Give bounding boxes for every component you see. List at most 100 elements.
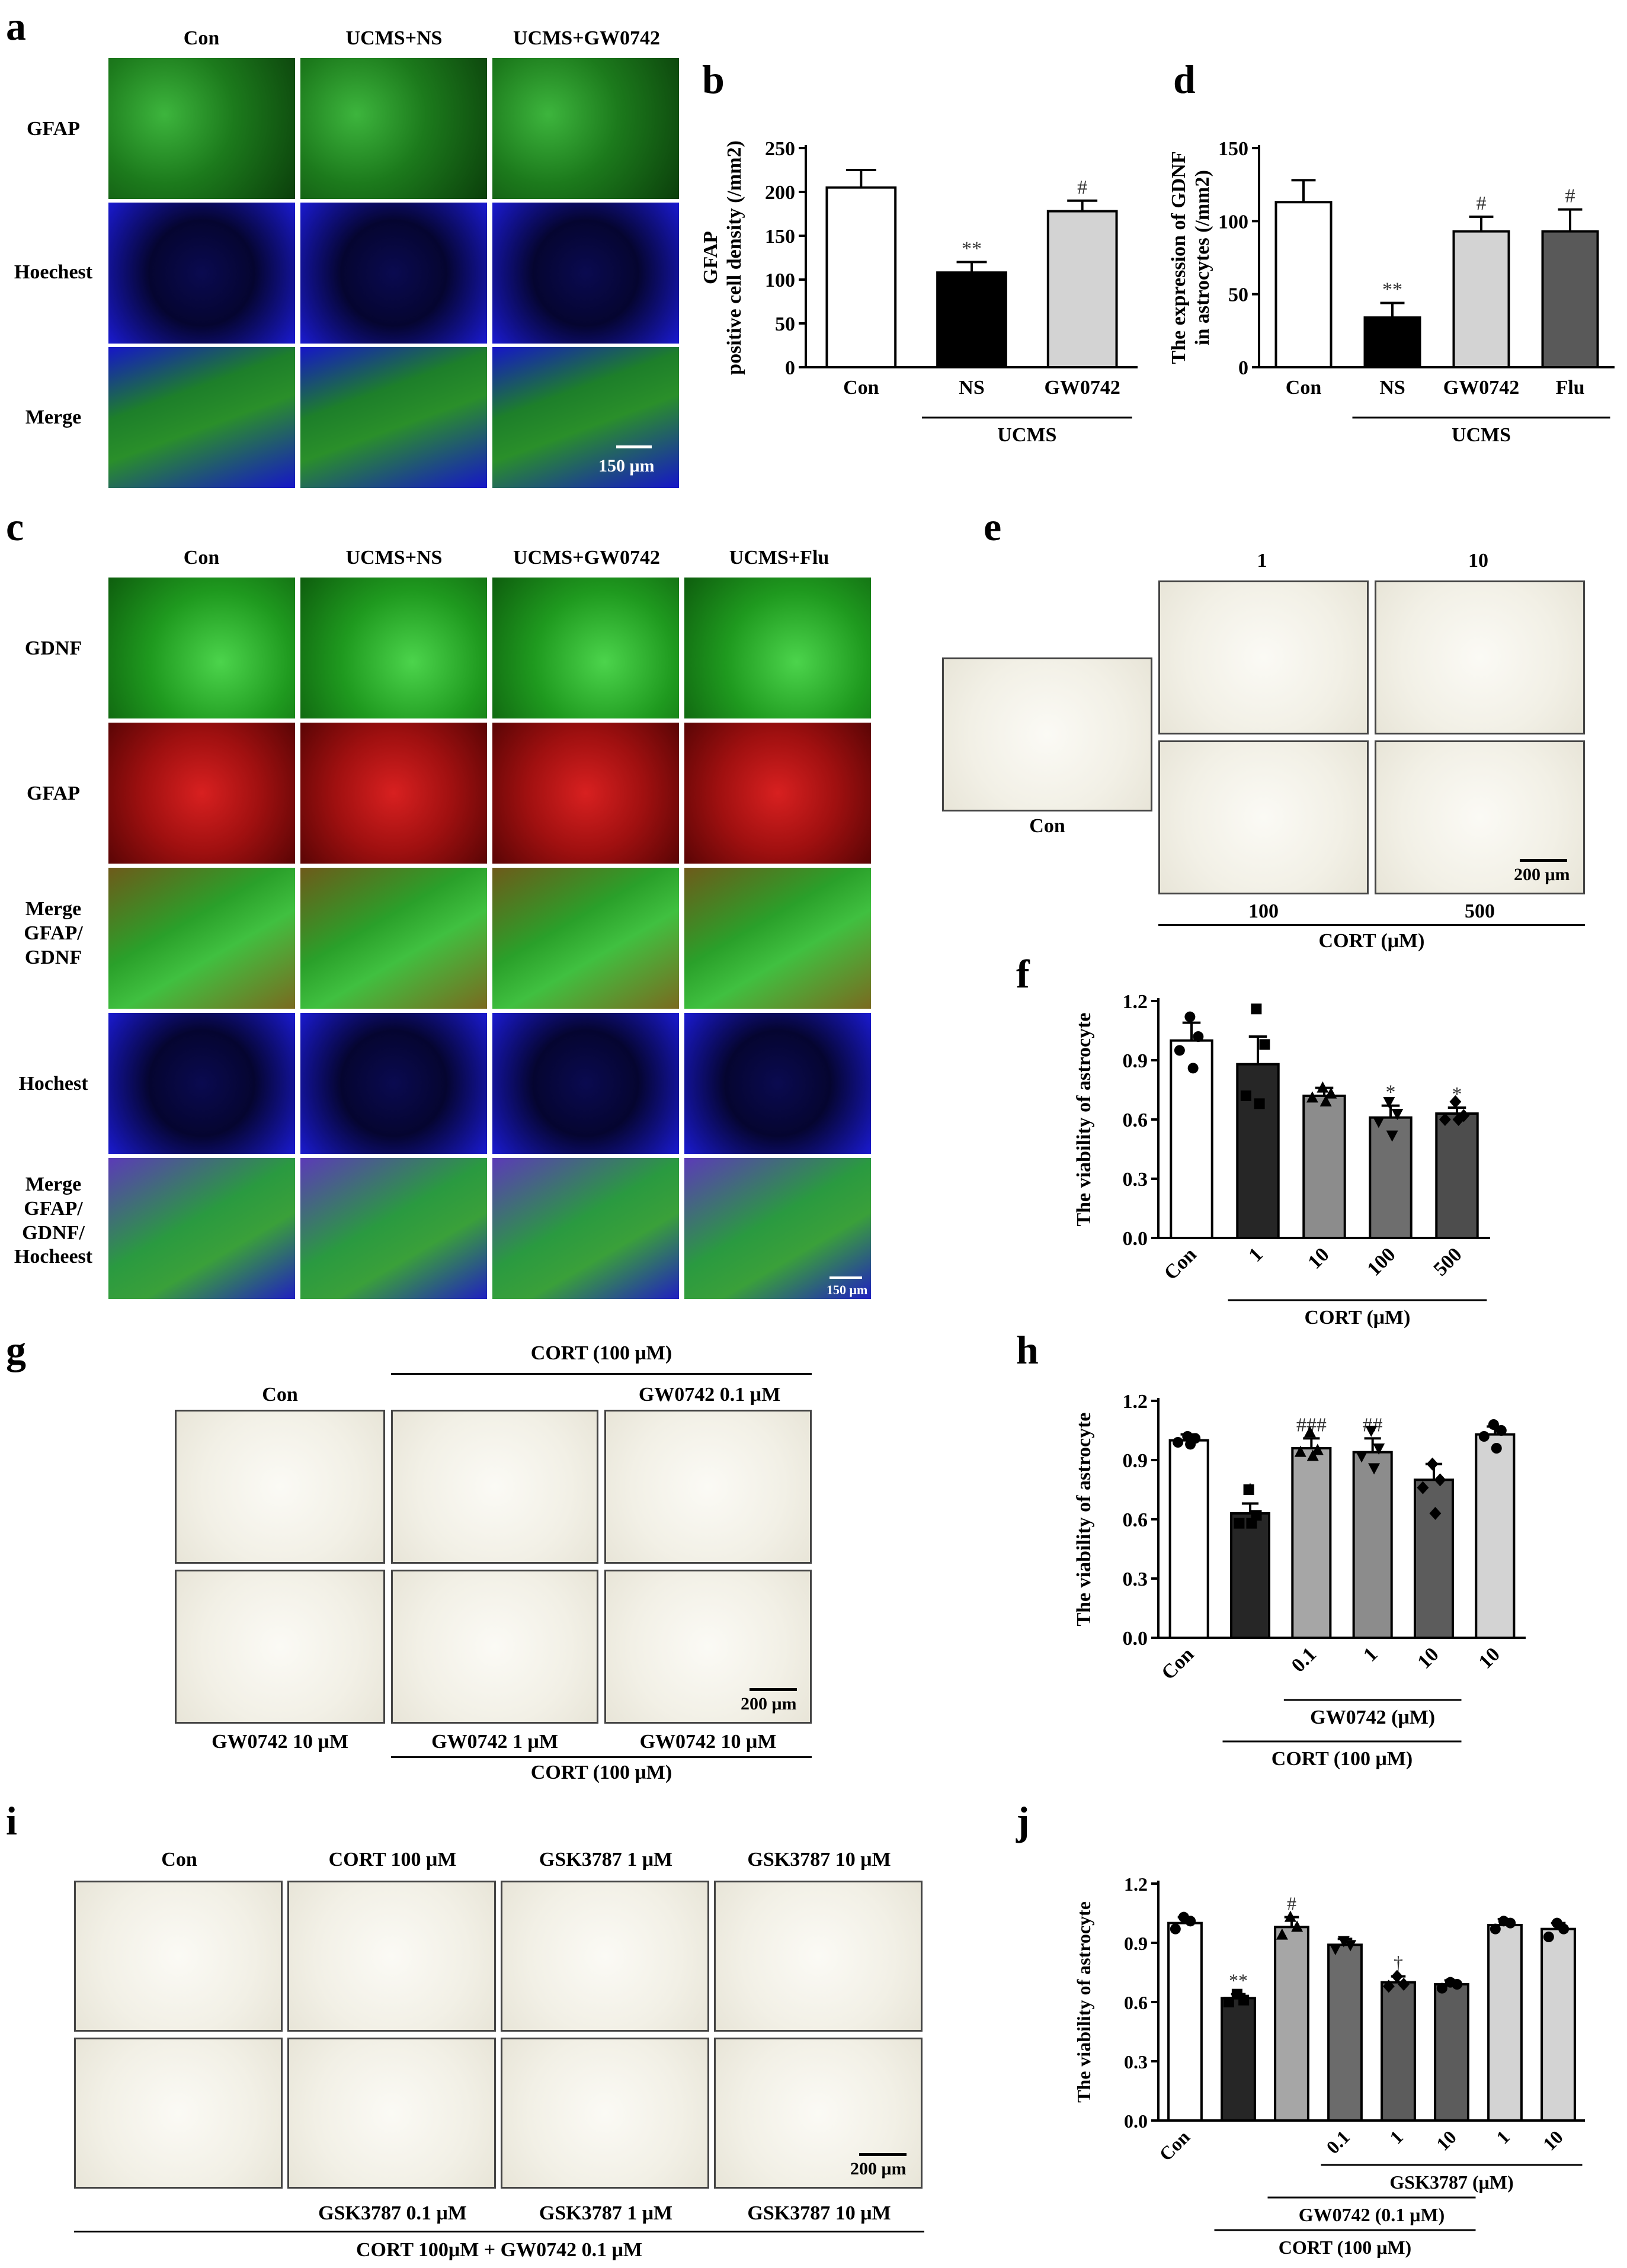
tile-label: GSK3787 1 μM bbox=[539, 2202, 673, 2224]
x-tick-label: 1 bbox=[1244, 1243, 1267, 1266]
data-point bbox=[1251, 1003, 1262, 1015]
col-header: UCMS+Flu bbox=[729, 547, 829, 569]
tile-label: GSK3787 10 μM bbox=[747, 2202, 891, 2224]
micrograph-tile bbox=[108, 723, 295, 864]
data-point bbox=[1238, 1994, 1250, 2006]
col-header: 10 bbox=[1468, 550, 1488, 572]
y-axis-label: The viability of astrocyte bbox=[1073, 1901, 1094, 2103]
x-tick-label: 1 bbox=[1385, 2126, 1407, 2148]
y-axis-label-group: The expression of GDNF in astrocytes (/mm… bbox=[1170, 151, 1213, 364]
brightfield-tile bbox=[942, 657, 1152, 811]
y-tick-label: 0.3 bbox=[1123, 1568, 1148, 1590]
data-point bbox=[1246, 1518, 1257, 1529]
data-point bbox=[1372, 1117, 1385, 1128]
y-tick-label: 1.2 bbox=[1124, 1874, 1148, 1895]
data-point bbox=[1434, 1473, 1446, 1487]
bar bbox=[1221, 1997, 1256, 2122]
bar bbox=[1381, 1981, 1416, 2122]
scale-bar bbox=[829, 1276, 862, 1279]
y-tick-label: 0.9 bbox=[1123, 1450, 1148, 1472]
data-point bbox=[1329, 1944, 1341, 1955]
data-point bbox=[1170, 1923, 1181, 1935]
y-tick-label: 200 bbox=[765, 182, 795, 204]
data-point bbox=[1426, 1457, 1439, 1471]
data-point bbox=[1449, 1095, 1462, 1108]
data-point bbox=[1337, 1936, 1350, 1948]
x-tick-label: 10 bbox=[1475, 1643, 1504, 1673]
scale-bar-label: 200 μm bbox=[741, 1694, 797, 1714]
micrograph-tile bbox=[684, 578, 871, 718]
chart-d: The expression of GDNF in astrocytes (/mm… bbox=[1170, 138, 1615, 446]
brightfield-tile bbox=[287, 2038, 496, 2189]
col-header: Con bbox=[183, 27, 220, 49]
scale-bar bbox=[859, 2153, 907, 2156]
micrograph-tile bbox=[300, 1013, 487, 1154]
tile-label: GW0742 0.1 μM bbox=[638, 1384, 781, 1406]
col-header: Con bbox=[161, 1849, 197, 1871]
bar bbox=[1487, 1924, 1523, 2122]
data-point bbox=[1259, 1039, 1270, 1050]
data-point bbox=[1243, 1484, 1254, 1495]
scale-bar-label: 150 μm bbox=[827, 1282, 868, 1297]
x-tick-label: GW0742 bbox=[1044, 377, 1120, 399]
micrograph-tile bbox=[492, 58, 679, 199]
panel-label-b: b bbox=[702, 57, 725, 102]
micrograph-tile bbox=[300, 1158, 487, 1299]
micrograph-tile bbox=[684, 1158, 871, 1299]
bar bbox=[936, 271, 1007, 368]
micrograph-tile bbox=[492, 1013, 679, 1154]
y-tick-label: 0.6 bbox=[1123, 1109, 1148, 1131]
micrograph-tile bbox=[492, 723, 679, 864]
tile-label: GW0742 10 μM bbox=[639, 1731, 777, 1753]
row-label: Merge GFAP/ GDNF/ Hocheest bbox=[14, 1173, 93, 1268]
y-tick-label: 250 bbox=[765, 138, 795, 160]
significance-mark: # bbox=[1287, 1893, 1296, 1914]
brightfield-tile bbox=[501, 1881, 709, 2032]
bar bbox=[1434, 1983, 1469, 2122]
data-point bbox=[1234, 1518, 1245, 1529]
x-tick-label: 10 bbox=[1413, 1643, 1443, 1673]
y-axis-label: GFAP bbox=[700, 231, 722, 284]
y-tick-label: 0.3 bbox=[1123, 1169, 1148, 1191]
data-point bbox=[1558, 1923, 1570, 1935]
data-point bbox=[1294, 1445, 1306, 1457]
scale-bar-label: 200 μm bbox=[850, 2159, 907, 2179]
y-axis-label-group: The viability of astrocyte bbox=[1073, 1412, 1095, 1626]
significance-mark: † bbox=[1394, 1952, 1403, 1974]
data-point bbox=[1344, 1940, 1357, 1952]
panel-label-e: e bbox=[984, 504, 1002, 549]
data-point bbox=[1276, 1928, 1288, 1940]
row-label: GFAP bbox=[26, 118, 80, 140]
scale-bar bbox=[750, 1688, 797, 1691]
bar bbox=[1229, 1512, 1271, 1639]
group-label: GSK3787 (μM) bbox=[1389, 2171, 1513, 2193]
brightfield-tile bbox=[1375, 580, 1585, 734]
data-point bbox=[1306, 1449, 1319, 1461]
brightfield-tile bbox=[391, 1410, 598, 1564]
y-tick-label: 100 bbox=[765, 270, 795, 291]
micrograph-tile bbox=[492, 1158, 679, 1299]
x-tick-label: 10 bbox=[1539, 2126, 1567, 2154]
y-axis-label-group: The viability of astrocyte bbox=[1073, 1012, 1095, 1226]
micrograph-tile bbox=[108, 58, 295, 199]
panel-label-d: d bbox=[1173, 57, 1196, 102]
data-point bbox=[1436, 1983, 1447, 1994]
data-point bbox=[1478, 1431, 1490, 1442]
y-axis-label-group: GFAP positive cell density (/mm2) bbox=[700, 140, 745, 375]
data-point bbox=[1452, 1113, 1465, 1126]
data-point bbox=[1491, 1443, 1502, 1454]
x-tick-label: 0.1 bbox=[1322, 2126, 1354, 2158]
data-point bbox=[1317, 1081, 1329, 1093]
tile-label: Con bbox=[262, 1384, 298, 1406]
significance-mark: ** bbox=[962, 238, 982, 259]
brightfield-tile bbox=[714, 2038, 923, 2189]
bar bbox=[1236, 1063, 1280, 1240]
bar bbox=[1413, 1478, 1455, 1639]
bar bbox=[1274, 201, 1333, 368]
data-point bbox=[1184, 1011, 1196, 1022]
y-tick-label: 1.2 bbox=[1123, 1391, 1148, 1413]
significance-mark: # bbox=[1565, 185, 1575, 207]
col-header: UCMS+NS bbox=[345, 27, 443, 49]
data-point bbox=[1187, 1063, 1199, 1074]
x-tick-label: Flu bbox=[1555, 377, 1584, 399]
